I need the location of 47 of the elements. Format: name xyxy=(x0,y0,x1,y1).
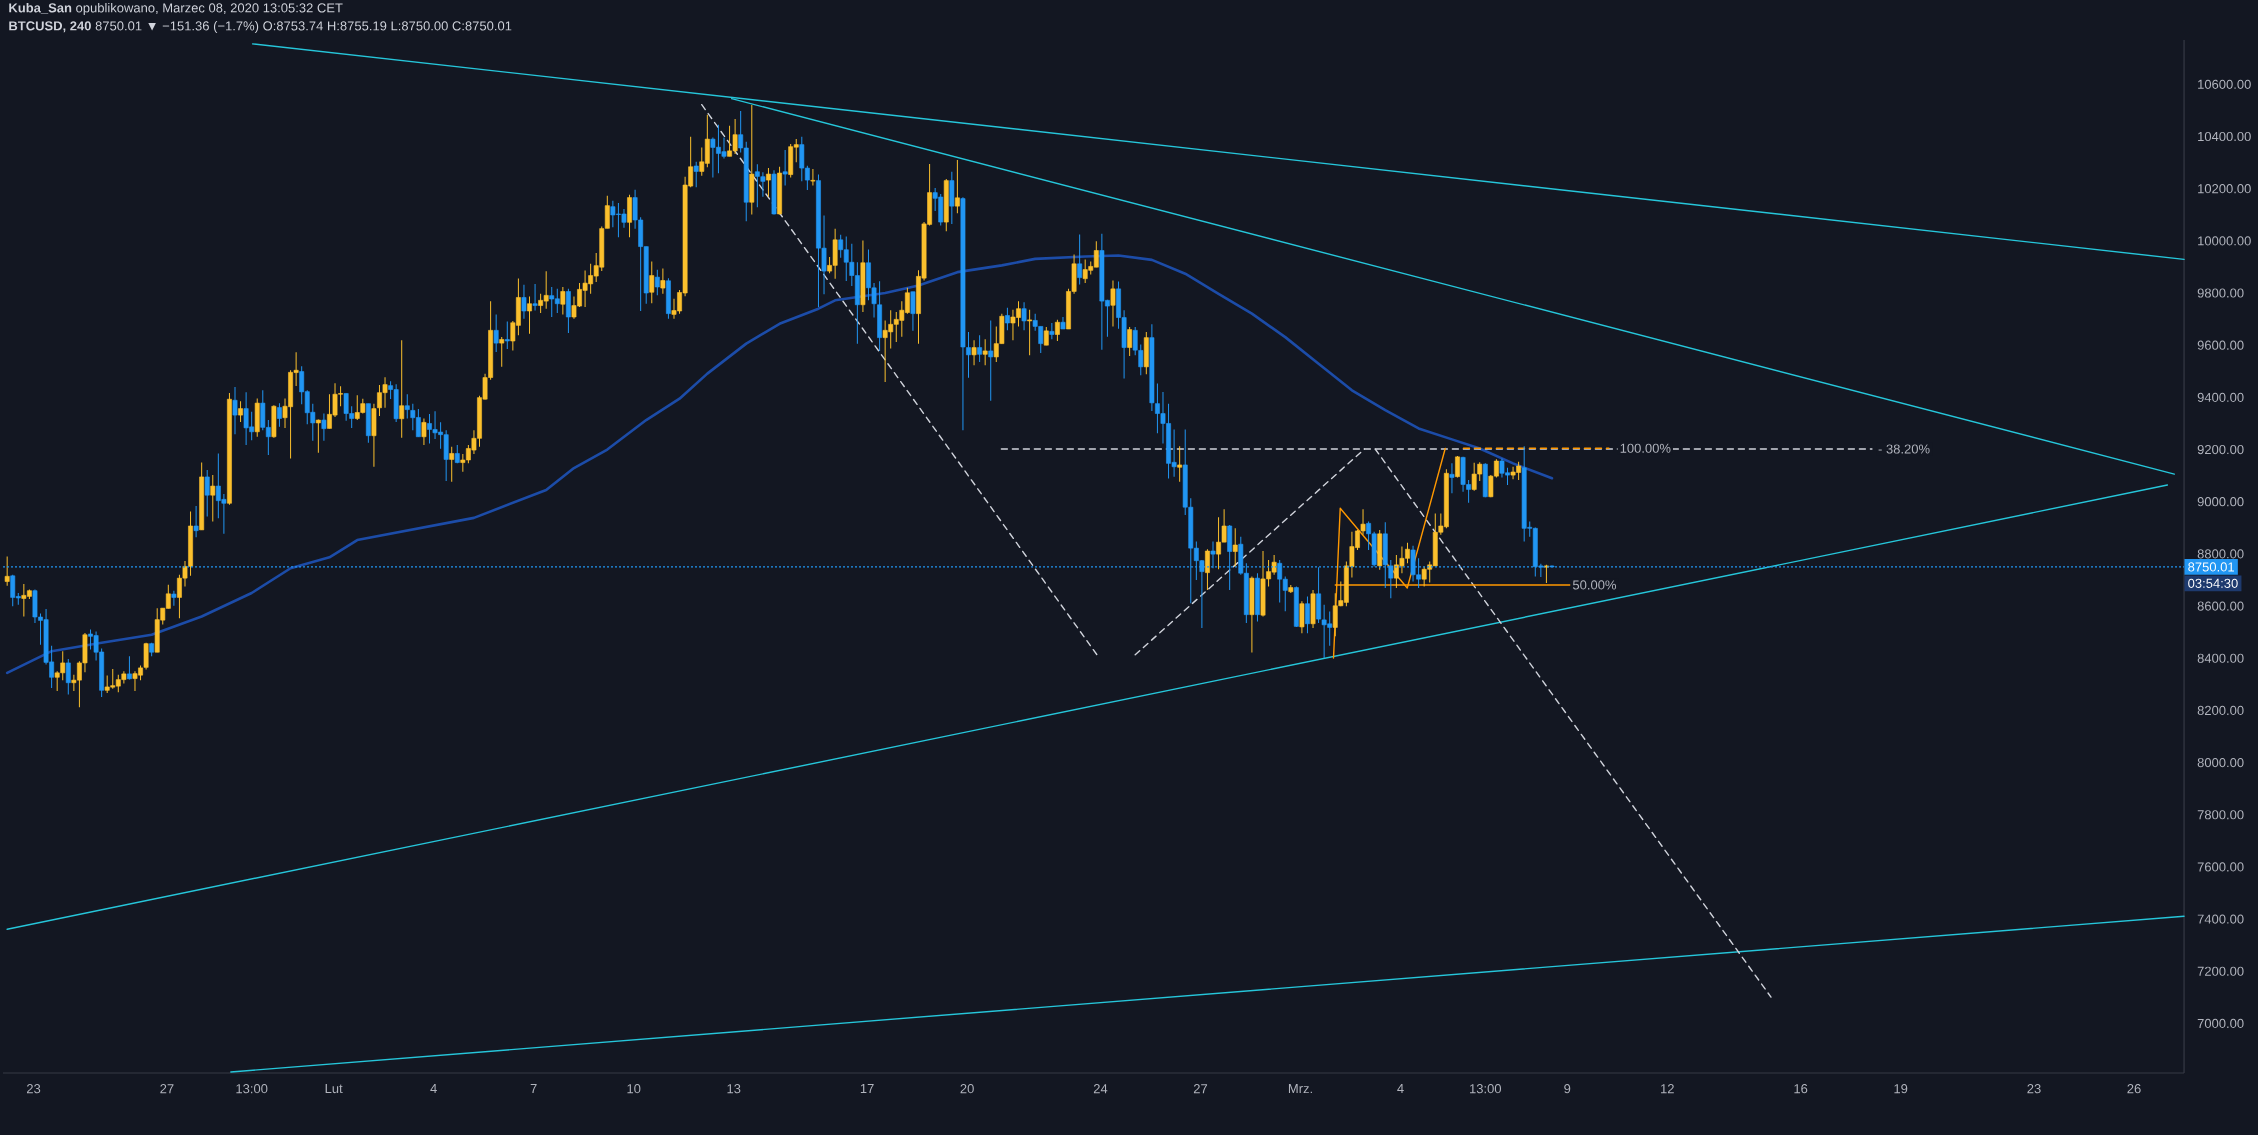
x-tick-label: 12 xyxy=(1661,1084,1674,1094)
y-tick-label: 10000.00 xyxy=(2198,236,2251,246)
y-tick-label: 8800.00 xyxy=(2197,549,2244,559)
x-tick-label: 27 xyxy=(1193,1084,1208,1094)
x-tick-label: Mrz. xyxy=(1288,1084,1312,1094)
y-tick-label: 10200.00 xyxy=(2198,184,2251,194)
text: 03:54:30 xyxy=(2188,578,2238,588)
x-tick-label: 10 xyxy=(627,1084,641,1094)
x-tick-label: 24 xyxy=(1093,1084,1108,1094)
y-tick-label: 8200.00 xyxy=(2197,705,2244,715)
annotation: 100.00% xyxy=(1620,443,1671,453)
y-tick-label: 7400.00 xyxy=(2197,914,2244,924)
y-tick-label: 7000.00 xyxy=(2197,1018,2244,1029)
y-tick-label: 8000.00 xyxy=(2197,757,2244,768)
x-tick-label: 13:00 xyxy=(1470,1084,1502,1094)
chart-title: Kuba_San opublikowano, Marzec 08, 2020 13:05:32 CET xyxy=(9,2,343,16)
y-tick-label: 10600.00 xyxy=(2198,79,2251,89)
x-tick-label: 9 xyxy=(1564,1084,1571,1094)
x-tick-label: 16 xyxy=(1794,1084,1808,1094)
x-tick-label: 23 xyxy=(2027,1084,2041,1094)
chart-subtitle: BTCUSD, 240 8750.01 ▼ −151.36 (−1.7%) O:8753.74 H:8755.19 L:8750.00 C:8750.01 xyxy=(9,20,512,34)
annotation: 50.00% xyxy=(1572,580,1617,590)
x-tick-label: 13 xyxy=(727,1084,741,1094)
x-tick-label: 27 xyxy=(160,1084,174,1094)
y-tick-label: 9400.00 xyxy=(2197,392,2244,402)
y-tick-label: 9600.00 xyxy=(2197,340,2244,350)
x-tick-label: 7 xyxy=(530,1084,537,1094)
y-tick-label: 10400.00 xyxy=(2198,131,2251,142)
x-tick-label: 23 xyxy=(27,1084,41,1094)
x-tick-label: 20 xyxy=(960,1084,974,1094)
ref-line-label: 8750.01 xyxy=(2188,562,2234,572)
y-tick-label: 8600.00 xyxy=(2197,601,2244,611)
x-tick-label: 17 xyxy=(860,1084,874,1094)
y-tick-label: 7800.00 xyxy=(2197,810,2244,820)
x-tick-label: 4 xyxy=(430,1084,437,1094)
x-tick-label: 13:00 xyxy=(236,1084,268,1094)
y-tick-label: 7200.00 xyxy=(2197,966,2244,976)
x-tick-label: 19 xyxy=(1894,1084,1908,1094)
y-tick-label: 9800.00 xyxy=(2197,288,2244,298)
x-tick-label: 26 xyxy=(2127,1084,2141,1094)
x-tick-label: Lut xyxy=(325,1084,343,1094)
y-tick-label: 9000.00 xyxy=(2197,497,2244,507)
x-tick-label: 4 xyxy=(1397,1084,1404,1094)
y-tick-label: 7600.00 xyxy=(2197,862,2244,872)
annotation: - 38.20% xyxy=(1878,444,1930,454)
y-tick-label: 9200.00 xyxy=(2197,444,2244,455)
y-tick-label: 8400.00 xyxy=(2197,653,2244,663)
